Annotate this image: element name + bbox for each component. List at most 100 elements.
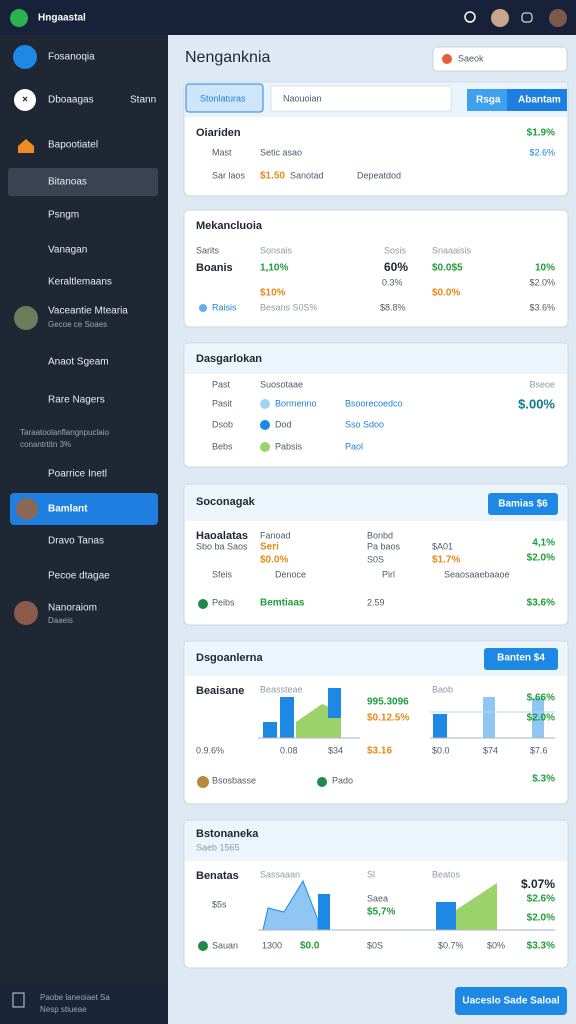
label: Bemtiaas <box>260 598 305 609</box>
avatar <box>14 306 38 330</box>
label: $10% <box>260 288 286 299</box>
label: Naouoian <box>283 93 322 103</box>
label: Dasgarlokan <box>196 353 262 365</box>
label: 10% <box>535 263 555 274</box>
brand-icon <box>13 45 37 69</box>
label: Bapootiatel <box>48 140 98 151</box>
label: $0% <box>487 940 505 950</box>
chat-icon[interactable] <box>521 12 533 23</box>
label: Seaosaaebaaoe <box>444 569 510 579</box>
label: Bonbd <box>367 530 393 540</box>
label: conantrtitn 3% <box>20 440 71 449</box>
label: $3.6% <box>529 302 555 312</box>
label: Setic asao <box>260 147 302 157</box>
label: $.00% <box>518 396 555 411</box>
label: $2.6% <box>529 147 555 157</box>
label: $3.3% <box>527 941 555 952</box>
label: Suosotaae <box>260 379 303 389</box>
label: Pado <box>332 775 353 785</box>
label: $2.0% <box>527 713 555 724</box>
label: Paobe laneoiaet Sa <box>40 993 110 1002</box>
label: Soconagak <box>196 496 256 508</box>
footer-icon <box>12 992 25 1008</box>
label: $0.0$5 <box>432 263 463 274</box>
top-bar <box>0 0 576 35</box>
label: Denoce <box>275 569 306 579</box>
close-icon: × <box>22 95 28 106</box>
label: Dod <box>275 419 292 429</box>
label: Fosanoqia <box>48 52 95 63</box>
search-icon[interactable] <box>464 11 476 23</box>
label: 0.3% <box>382 277 403 287</box>
button[interactable] <box>467 89 507 111</box>
label: $2.6% <box>527 894 555 905</box>
label: $3.16 <box>367 746 392 757</box>
home-icon <box>18 139 34 153</box>
label: $0.0 <box>300 941 320 952</box>
button[interactable] <box>484 648 558 670</box>
sidebar-footer <box>0 982 168 1024</box>
label: Keraltlemaans <box>48 277 112 288</box>
label: Depeatdod <box>357 170 401 180</box>
label: Peibs <box>212 597 235 607</box>
search-box[interactable] <box>432 46 568 72</box>
label: Sar laos <box>212 170 246 180</box>
avatar[interactable] <box>549 9 567 27</box>
label: Sassaaan <box>260 869 300 879</box>
label: Dboaagas <box>48 95 94 106</box>
label: Bamlant <box>48 504 88 515</box>
label: Snaaaisis <box>432 245 472 255</box>
tab[interactable] <box>270 85 452 112</box>
label: 0.08 <box>280 745 298 755</box>
label: Bamias $6 <box>498 499 548 510</box>
label: $0S <box>367 940 383 950</box>
label: $.3% <box>532 774 555 785</box>
label: Poarrice Inetl <box>48 469 107 480</box>
card-header <box>185 821 567 861</box>
label: Paol <box>345 441 363 451</box>
button[interactable] <box>488 493 558 515</box>
tab-active[interactable] <box>185 83 264 113</box>
label: Beatos <box>432 869 461 879</box>
selected-item[interactable] <box>10 493 158 525</box>
label: $7.6 <box>530 745 548 755</box>
label: $0.0% <box>260 555 288 566</box>
label: Stann <box>130 95 156 106</box>
label: 4,1% <box>532 538 555 549</box>
sidebar <box>0 35 168 1024</box>
label: Benatas <box>196 870 239 882</box>
label: 2.59 <box>367 597 385 607</box>
label: Raisis <box>212 302 237 312</box>
label: Bitanoas <box>48 177 87 188</box>
label: S0S <box>367 554 384 564</box>
label: Gecoe ce Soaes <box>48 320 107 329</box>
label: Dsob <box>212 419 233 429</box>
avatar[interactable] <box>491 9 509 27</box>
logo <box>10 9 28 27</box>
close-button[interactable] <box>14 89 36 111</box>
label: $A01 <box>432 541 453 551</box>
label: Sosis <box>384 245 407 255</box>
label: Pa baos <box>367 541 401 551</box>
action-button[interactable] <box>455 987 567 1015</box>
label: Seri <box>260 542 279 553</box>
label: Saea <box>367 893 388 903</box>
label: Pirl <box>382 569 395 579</box>
label: Taraatoolanflangnpuclaio <box>20 428 110 437</box>
label: $1.9% <box>527 128 555 139</box>
label: $0.7% <box>438 940 464 950</box>
label: Sl <box>367 869 375 879</box>
label: Mekancluoia <box>196 220 263 232</box>
label: Stonlaturas <box>200 93 246 103</box>
search-icon <box>442 54 452 64</box>
label: Uaceslo Sade Saloal <box>462 996 559 1007</box>
label: Besans S0S% <box>260 302 318 312</box>
label: Saeb 1565 <box>196 842 240 852</box>
label: Bstonaneka <box>196 828 259 840</box>
label: Nanoraiom <box>48 603 97 614</box>
label: Dsgoanlerna <box>196 652 264 664</box>
label: Pasit <box>212 398 233 408</box>
active-item[interactable] <box>8 168 158 196</box>
button[interactable] <box>507 89 567 111</box>
